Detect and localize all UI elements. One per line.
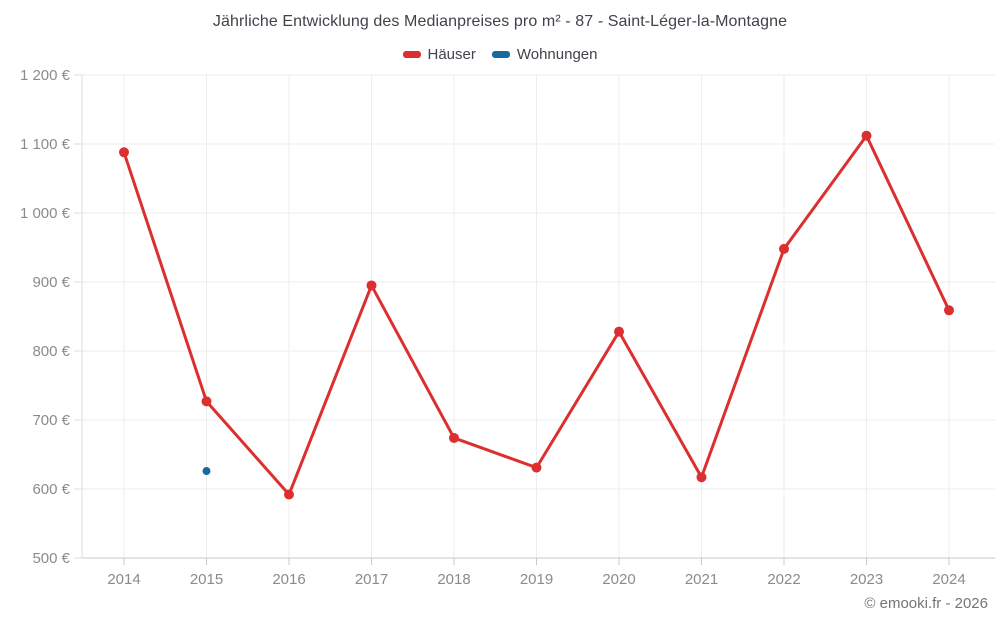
data-point-häuser-2019[interactable] <box>531 462 542 473</box>
x-tick-label: 2023 <box>850 571 883 588</box>
chart-title: Jährliche Entwicklung des Medianpreises … <box>212 13 788 30</box>
x-tick-label: 2016 <box>272 571 305 588</box>
x-tick-label: 2015 <box>190 571 223 588</box>
x-tick-label: 2021 <box>685 571 718 588</box>
data-point-häuser-2021[interactable] <box>696 472 707 483</box>
wohnungen-series-swatch-icon <box>491 51 510 58</box>
y-tick-label: 1 200 € <box>20 67 71 84</box>
x-tick-label: 2014 <box>107 571 140 588</box>
data-point-häuser-2017[interactable] <box>366 280 377 291</box>
x-tick-label: 2020 <box>602 571 635 588</box>
data-point-häuser-2022[interactable] <box>779 243 789 254</box>
y-tick-label: 900 € <box>32 274 70 291</box>
data-point-häuser-2023[interactable] <box>861 130 872 141</box>
data-point-häuser-2014[interactable] <box>119 147 129 158</box>
chart-legend: Häuser Wohnungen <box>0 46 1000 63</box>
legend-label-haeuser: Häuser <box>427 46 476 63</box>
y-tick-label: 700 € <box>32 412 70 429</box>
data-point-häuser-2016[interactable] <box>284 489 294 500</box>
data-point-häuser-2024[interactable] <box>944 305 954 316</box>
data-point-wohnungen-2015[interactable] <box>202 467 211 476</box>
y-tick-label: 1 100 € <box>20 136 71 153</box>
x-tick-label: 2018 <box>437 571 470 588</box>
data-point-häuser-2020[interactable] <box>614 326 624 337</box>
y-tick-label: 600 € <box>32 481 70 498</box>
x-tick-label: 2024 <box>932 571 965 588</box>
legend-item-haeuser[interactable]: Häuser <box>402 46 476 63</box>
y-tick-label: 1 000 € <box>20 205 71 222</box>
y-tick-label: 800 € <box>32 343 70 360</box>
y-tick-label: 500 € <box>32 550 70 567</box>
x-tick-label: 2022 <box>767 571 800 588</box>
haeuser-series-swatch-icon <box>402 51 421 58</box>
x-tick-label: 2019 <box>520 571 553 588</box>
data-point-häuser-2015[interactable] <box>201 396 212 407</box>
legend-item-wohnungen[interactable]: Wohnungen <box>491 46 598 63</box>
copyright-note: © emooki.fr - 2026 <box>864 595 988 612</box>
legend-label-wohnungen: Wohnungen <box>516 46 598 63</box>
data-point-häuser-2018[interactable] <box>449 432 459 443</box>
x-tick-label: 2017 <box>355 571 388 588</box>
